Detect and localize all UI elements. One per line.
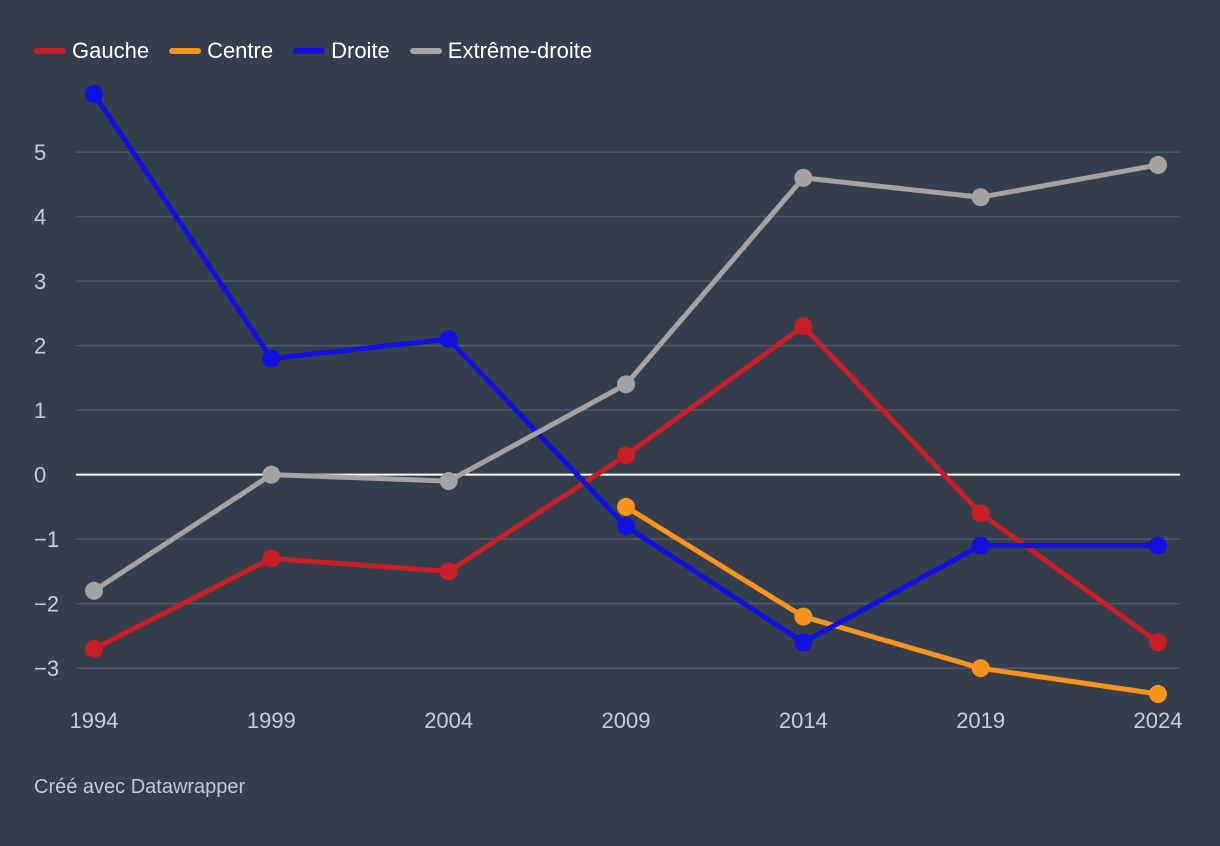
x-tick-label: 2009 bbox=[602, 708, 651, 733]
chart-legend: Gauche Centre Droite Extrême-droite bbox=[34, 38, 592, 64]
data-point-extreme-droite bbox=[262, 465, 281, 484]
x-tick-label: 1994 bbox=[70, 708, 119, 733]
data-point-droite bbox=[794, 633, 813, 652]
data-point-gauche bbox=[262, 549, 281, 568]
legend-swatch bbox=[293, 48, 326, 54]
x-tick-label: 2024 bbox=[1134, 708, 1183, 733]
data-point-gauche bbox=[85, 639, 103, 658]
x-tick-label: 2004 bbox=[424, 708, 473, 733]
chart-credit: Créé avec Datawrapper bbox=[34, 776, 246, 798]
data-point-centre bbox=[971, 659, 990, 678]
x-tick-label: 2014 bbox=[779, 708, 828, 733]
data-point-extreme-droite bbox=[85, 581, 103, 600]
y-tick-label: 1 bbox=[34, 398, 46, 423]
series-line-droite bbox=[91, 91, 1161, 645]
data-point-gauche bbox=[794, 317, 813, 336]
y-tick-label: 2 bbox=[34, 334, 46, 359]
data-point-extreme-droite bbox=[971, 188, 990, 207]
data-point-extreme-droite bbox=[439, 472, 458, 491]
legend-label: Gauche bbox=[72, 38, 150, 63]
legend-item-centre: Centre bbox=[169, 38, 273, 64]
data-point-extreme-droite bbox=[1149, 155, 1167, 174]
data-point-gauche bbox=[617, 446, 635, 465]
y-tick-label: 4 bbox=[34, 205, 46, 230]
y-tick-label: 0 bbox=[34, 463, 46, 488]
legend-item-gauche: Gauche bbox=[34, 38, 149, 64]
data-point-centre bbox=[794, 607, 813, 626]
legend-swatch bbox=[409, 48, 442, 54]
y-tick-label: −3 bbox=[34, 656, 59, 681]
data-point-extreme-droite bbox=[617, 375, 635, 394]
data-point-droite bbox=[1149, 536, 1167, 555]
data-point-gauche bbox=[439, 562, 458, 581]
y-tick-label: 5 bbox=[34, 140, 46, 165]
legend-label: Extrême-droite bbox=[447, 38, 593, 63]
y-tick-label: −1 bbox=[34, 527, 59, 552]
data-point-centre bbox=[617, 497, 635, 516]
data-point-extreme-droite bbox=[794, 168, 813, 187]
legend-item-extreme-droite: Extrême-droite bbox=[409, 38, 593, 64]
series-line-centre bbox=[623, 504, 1161, 697]
data-point-gauche bbox=[1149, 633, 1167, 652]
x-tick-label: 2019 bbox=[956, 708, 1005, 733]
data-point-droite bbox=[85, 85, 103, 103]
legend-swatch bbox=[169, 48, 202, 54]
data-point-droite bbox=[262, 349, 281, 368]
legend-swatch bbox=[34, 48, 66, 54]
x-tick-label: 1999 bbox=[247, 708, 296, 733]
data-point-droite bbox=[617, 517, 635, 536]
data-point-gauche bbox=[971, 504, 990, 523]
data-point-centre bbox=[1149, 685, 1167, 703]
legend-label: Centre bbox=[207, 38, 274, 63]
legend-item-droite: Droite bbox=[293, 38, 390, 64]
y-tick-label: −2 bbox=[34, 592, 59, 617]
data-point-droite bbox=[439, 330, 458, 349]
data-point-droite bbox=[971, 536, 990, 555]
y-tick-label: 3 bbox=[34, 269, 46, 294]
legend-label: Droite bbox=[331, 38, 390, 63]
